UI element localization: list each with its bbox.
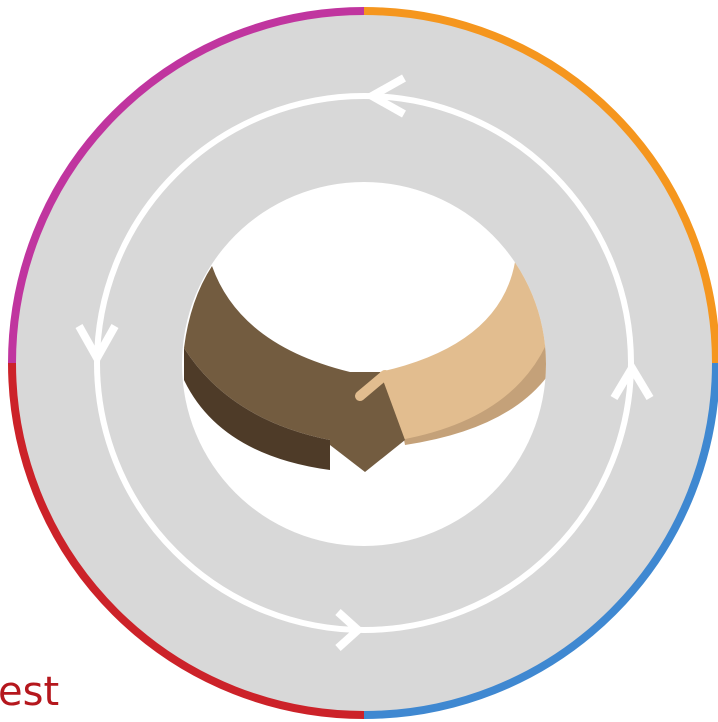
caption: est (0, 668, 59, 716)
page: {"caption": {"text": "est"}} est (() => … (0, 0, 718, 722)
cycle-diagram (0, 0, 718, 722)
